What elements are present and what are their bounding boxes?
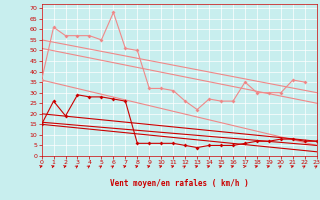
X-axis label: Vent moyen/en rafales ( km/h ): Vent moyen/en rafales ( km/h ): [110, 179, 249, 188]
